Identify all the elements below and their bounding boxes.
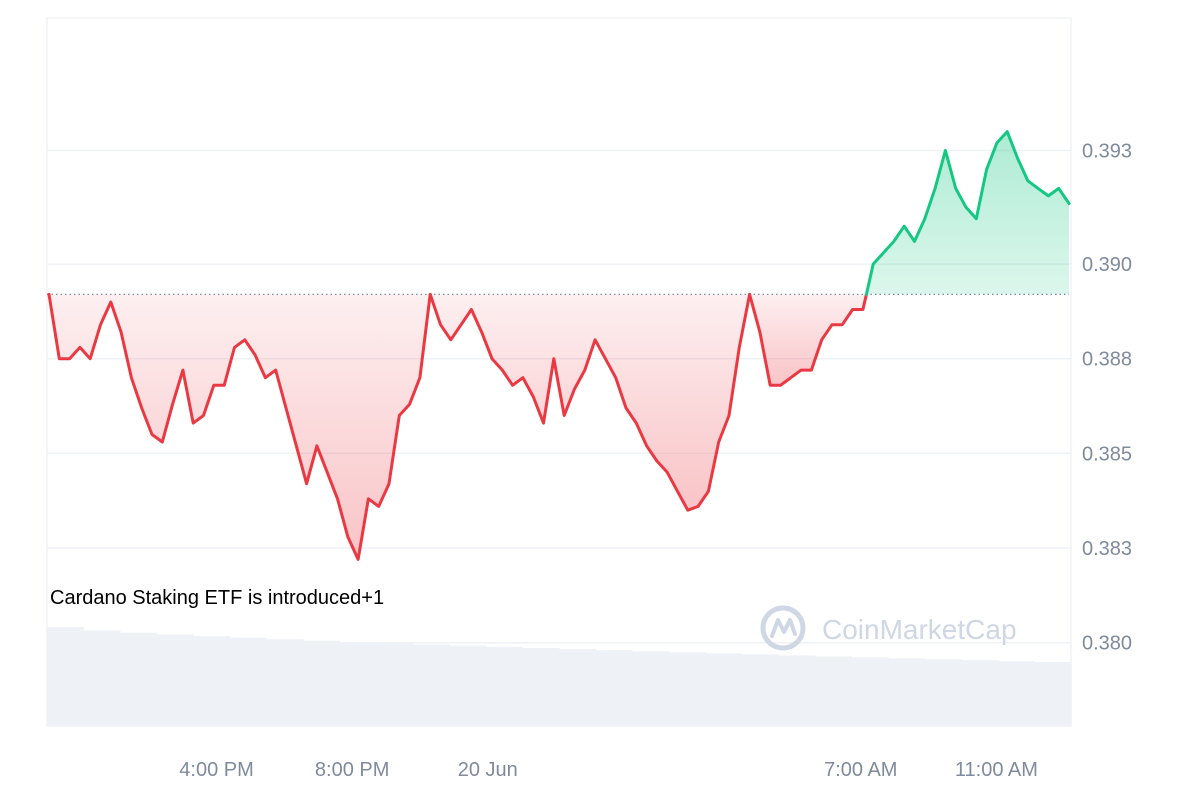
line-segment-down [428,292,752,512]
y-tick-label: 0.393 [1082,141,1132,163]
volume-bar [449,645,487,726]
line-segment-down [47,292,432,561]
x-tick-label: 8:00 PM [315,759,389,781]
volume-bar [924,659,962,726]
watermark-text: CoinMarketCap [822,614,1017,645]
y-tick-label: 0.380 [1082,633,1132,655]
x-tick-label: 11:00 AM [955,759,1038,781]
volume-bar [193,636,231,726]
line-segment-down [748,292,868,387]
volume-bar [485,646,523,726]
area-below-baseline [430,294,750,511]
volume-bar [266,639,304,726]
volume-bar [778,655,816,726]
event-annotation[interactable]: Cardano Staking ETF is introduced+1 [50,587,384,609]
x-tick-label: 20 Jun [458,759,518,781]
volume-bar [229,637,267,726]
x-tick-label: 4:00 PM [179,759,253,781]
volume-bar [888,658,926,726]
area-above-baseline [866,131,1069,295]
volume-bar [83,630,121,726]
y-tick-label: 0.390 [1082,254,1132,276]
volume-bar [47,627,85,726]
volume-bar [851,657,889,726]
price-line [47,130,1071,561]
volume-bar [120,632,158,726]
y-tick-label: 0.383 [1082,538,1132,560]
area-below-baseline [49,294,431,560]
coinmarketcap-logo-icon [760,605,806,651]
volume-bar [632,651,670,726]
watermark: CoinMarketCap [760,605,1017,651]
volume-bar [412,644,450,726]
x-tick-label: 7:00 AM [824,759,897,781]
volume-bar [595,650,633,726]
volume-bar [303,640,341,726]
volume-bar [961,660,999,726]
volume-bar [522,647,560,726]
volume-bar [705,653,743,726]
y-tick-label: 0.388 [1082,349,1132,371]
volume-bar [559,649,597,726]
volume-bar [156,634,194,726]
volume-bar [668,652,706,726]
y-axis: 0.393 0.390 0.388 0.385 0.383 0.380 [1082,141,1132,655]
volume-bar [339,641,377,726]
volume-bar [1034,662,1072,726]
line-segment-up [864,130,1071,296]
area-below-baseline [749,294,867,386]
y-tick-label: 0.385 [1082,443,1132,465]
volume-bar [997,661,1035,726]
x-axis: 4:00 PM 8:00 PM 20 Jun 7:00 AM 11:00 AM [179,759,1038,781]
volume-bar [376,643,414,726]
area-fills [49,131,1069,560]
volume-bars [47,627,1072,726]
volume-bar [815,656,853,726]
volume-bar [741,654,779,726]
